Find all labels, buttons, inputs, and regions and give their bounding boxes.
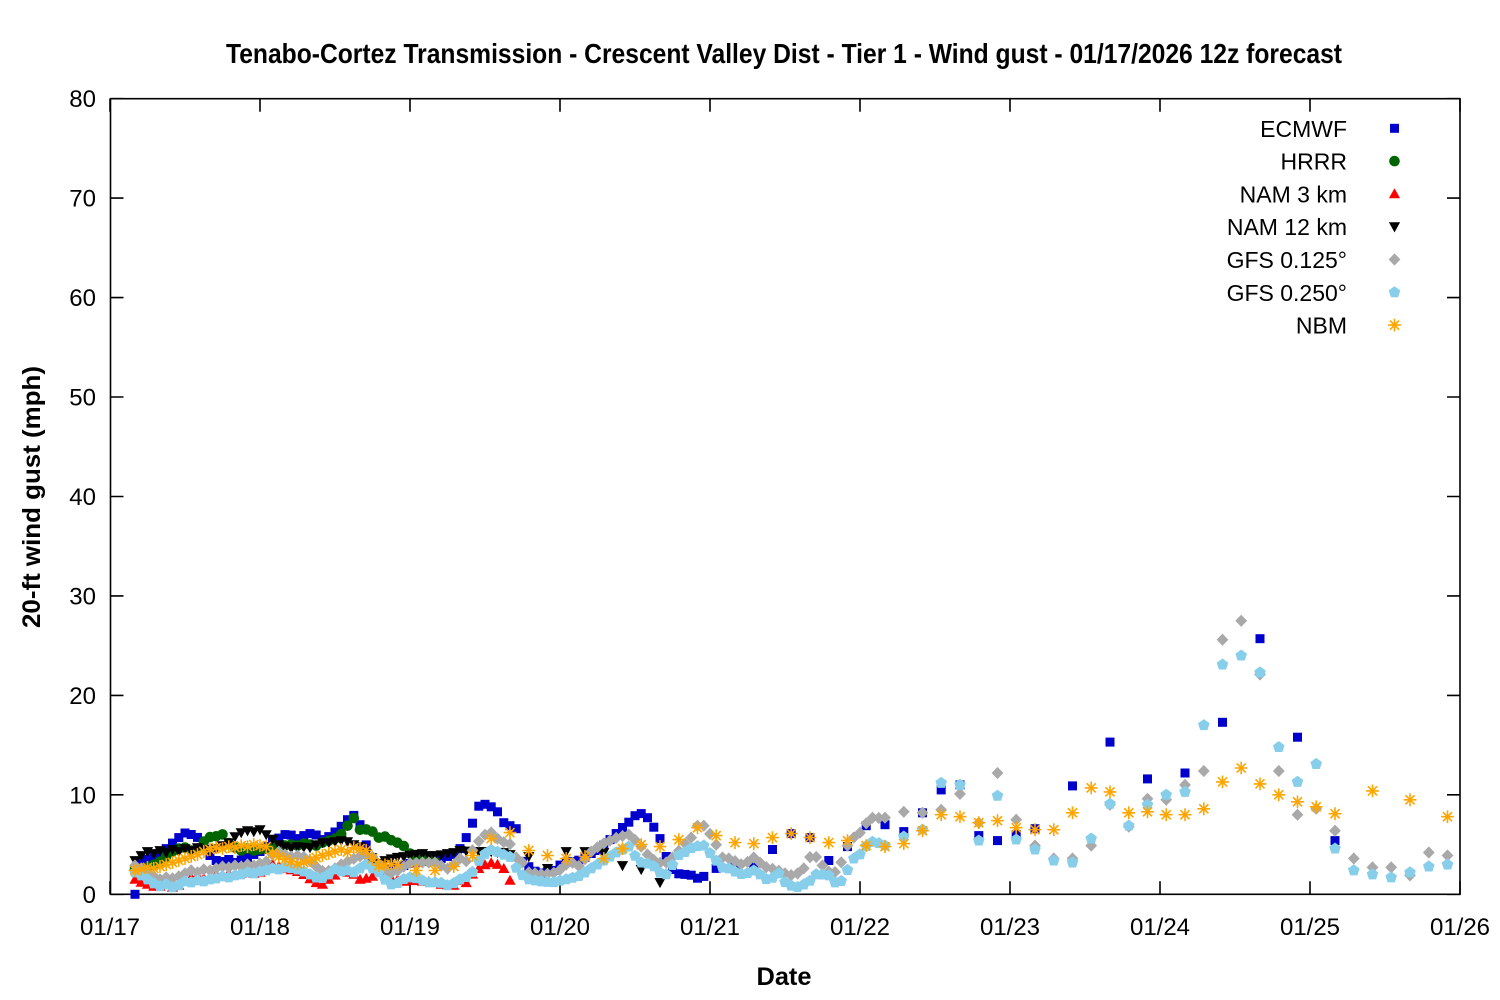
svg-text:01/22: 01/22 (830, 914, 890, 941)
svg-text:40: 40 (69, 484, 96, 511)
svg-text:NAM 12 km: NAM 12 km (1227, 214, 1347, 240)
svg-text:20: 20 (69, 683, 96, 710)
svg-text:HRRR: HRRR (1281, 149, 1347, 175)
svg-text:60: 60 (69, 285, 96, 312)
svg-text:70: 70 (69, 186, 96, 213)
svg-text:30: 30 (69, 583, 96, 610)
svg-text:GFS 0.125°: GFS 0.125° (1227, 247, 1347, 273)
svg-text:01/26: 01/26 (1430, 914, 1490, 941)
svg-text:GFS 0.250°: GFS 0.250° (1227, 280, 1347, 306)
svg-text:20-ft wind gust (mph): 20-ft wind gust (mph) (18, 366, 46, 628)
svg-text:NAM 3 km: NAM 3 km (1240, 181, 1347, 207)
svg-text:01/20: 01/20 (530, 914, 590, 941)
svg-text:01/25: 01/25 (1280, 914, 1340, 941)
svg-text:01/23: 01/23 (980, 914, 1040, 941)
svg-text:01/18: 01/18 (230, 914, 290, 941)
svg-text:NBM: NBM (1296, 313, 1347, 339)
svg-text:Tenabo-Cortez Transmission - C: Tenabo-Cortez Transmission - Crescent Va… (226, 38, 1342, 69)
svg-text:01/17: 01/17 (80, 914, 140, 941)
svg-text:0: 0 (83, 882, 96, 909)
svg-text:50: 50 (69, 385, 96, 412)
svg-text:ECMWF: ECMWF (1260, 116, 1347, 142)
svg-text:Date: Date (757, 963, 812, 991)
svg-text:10: 10 (69, 782, 96, 809)
svg-text:01/24: 01/24 (1130, 914, 1190, 941)
svg-text:01/19: 01/19 (380, 914, 440, 941)
svg-text:01/21: 01/21 (680, 914, 740, 941)
svg-text:80: 80 (69, 86, 96, 113)
